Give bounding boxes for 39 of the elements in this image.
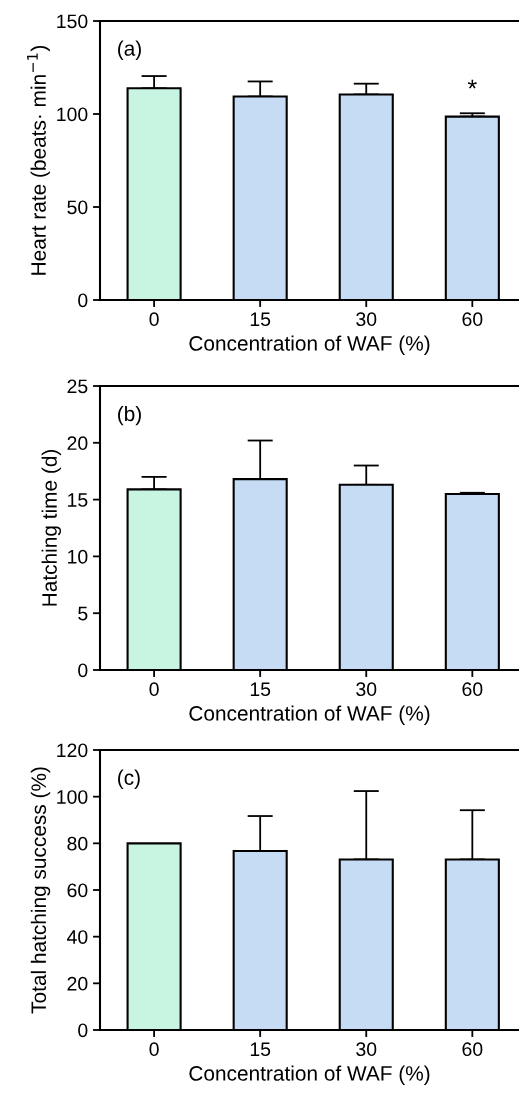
y-tick-label: 100 [57,107,88,122]
text: (c) [118,769,140,790]
y-tick-label: 25 [67,379,88,394]
x-tick-label: 60 [462,312,483,327]
x-tick-label: 30 [356,682,377,697]
y-tick-label: 0 [78,293,88,308]
x-axis-title: Concentration of WAF (%) [189,705,430,725]
y-axis-title: Hatching time (d) [41,449,62,606]
y-axis-title: Heart rate (beats· min$^{−1}$) [27,45,50,275]
y-tick-label: 10 [68,549,88,564]
x-tick-label: 30 [356,312,377,327]
y-tick-label: 100 [57,790,88,804]
y-tick-label: 40 [67,930,88,944]
y-tick-label: 0 [78,1023,88,1038]
y-tick-label: 20 [67,976,88,991]
x-tick-label: 0 [149,312,159,327]
x-axis-title: Concentration of WAF (%) [189,335,430,355]
x-tick-label: 15 [250,682,271,697]
x-axis-title: Concentration of WAF (%) [189,1065,430,1085]
y-tick-label: 5 [78,606,88,621]
y-tick-label: 120 [57,743,88,758]
x-tick-label: 0 [149,1042,159,1057]
text: (a) [118,40,141,60]
x-tick-label: 15 [250,1042,271,1057]
y-tick-label: 150 [57,14,88,29]
y-tick-label: 20 [67,436,88,451]
annotation: * [467,79,477,89]
y-tick-label: 80 [67,836,88,851]
y-tick-label: 0 [78,663,88,678]
x-tick-label: 15 [250,312,271,327]
x-tick-label: 0 [149,682,159,697]
x-tick-label: 30 [356,1042,377,1057]
y-tick-label: 15 [68,493,88,507]
y-axis-title: Total hatching success (%) [30,767,51,1014]
y-tick-label: 60 [67,883,88,898]
text: (b) [118,405,141,426]
y-tick-label: 50 [67,200,88,215]
x-tick-label: 60 [462,682,483,697]
x-tick-label: 60 [462,1042,483,1057]
